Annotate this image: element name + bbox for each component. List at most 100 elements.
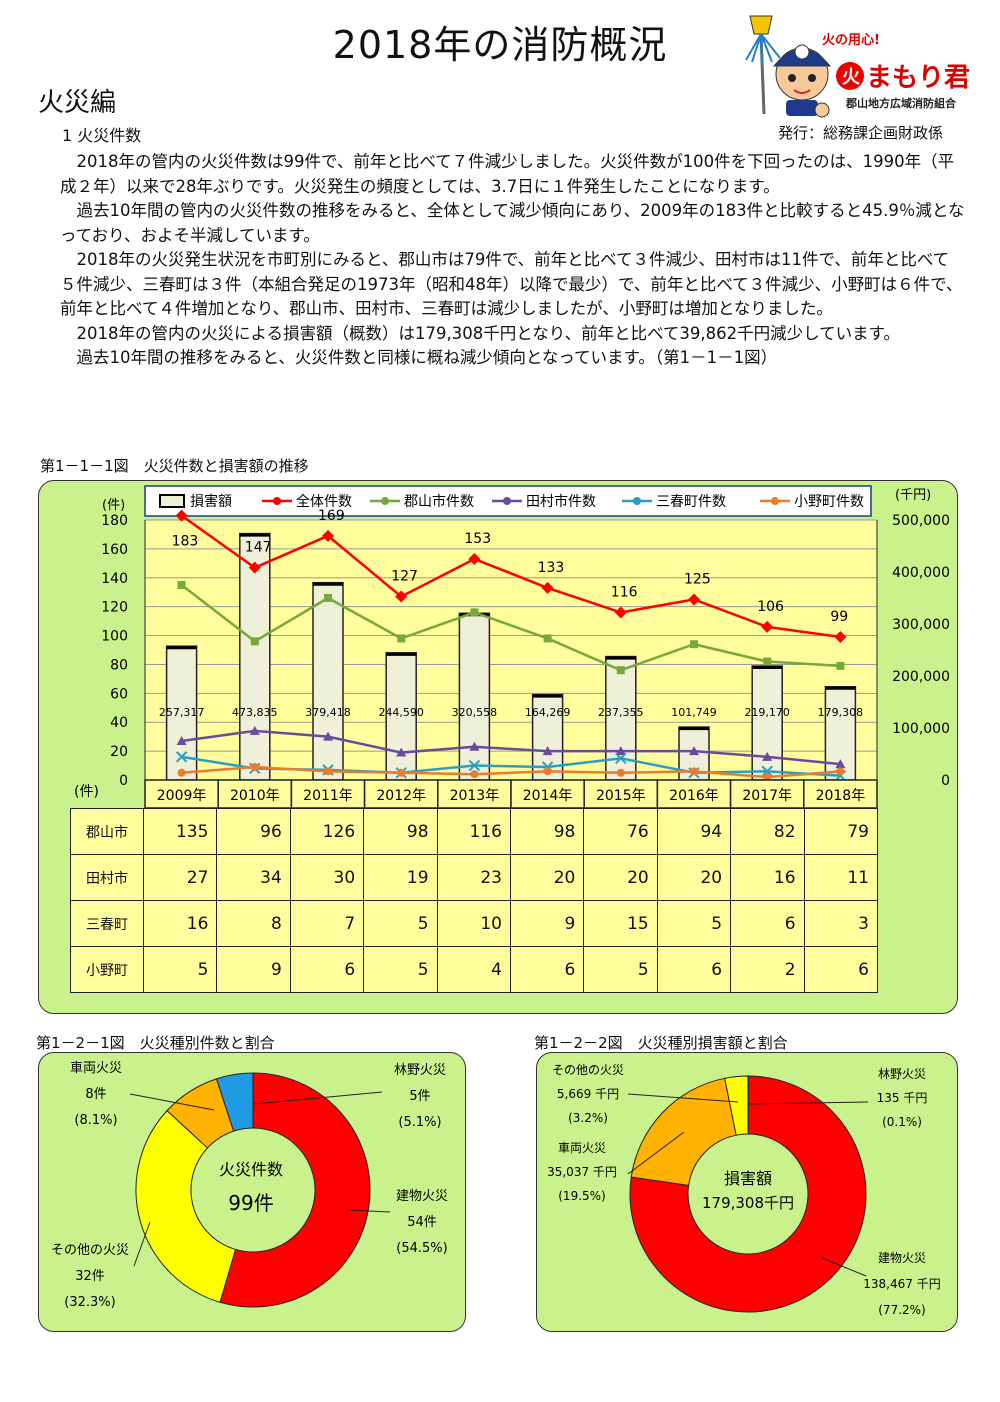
series-point [836, 661, 845, 670]
paragraph: 過去10年間の管内の火災件数の推移をみると、全体として減少傾向にあり、2009年… [60, 201, 965, 245]
series-point [616, 666, 625, 675]
total-data-label: 106 [757, 599, 784, 615]
paragraph: 2018年の管内の火災件数は99件で、前年と比べて７件減少しました。火災件数が1… [60, 152, 955, 196]
table-cell: 3 [803, 900, 879, 947]
total-data-label: 99 [830, 609, 848, 625]
legend-marker [503, 497, 511, 505]
table-cell: 15 [583, 900, 658, 947]
figure-1-caption: 第1－1－1図 火災件数と損害額の推移 [40, 457, 309, 475]
leader-line [627, 1131, 685, 1175]
figure-3-caption: 第1－2－2図 火災種別損害額と割合 [534, 1034, 788, 1052]
donut-center-value: 99件 [228, 1191, 273, 1215]
damage-bar-label: 320,558 [452, 706, 498, 719]
series-point [469, 741, 480, 751]
series-point [249, 725, 260, 735]
table-cell: 5 [583, 946, 658, 993]
series-line [180, 584, 841, 672]
table-cell: 19 [363, 854, 438, 901]
right-tick-label: 200,000 [892, 669, 950, 685]
right-axis-label: (千円) [895, 488, 931, 503]
table-cell: 20 [509, 854, 585, 901]
series-point [175, 751, 188, 763]
legend-label: 田村市件数 [526, 493, 596, 510]
total-data-label: 125 [684, 571, 711, 587]
x-tick-label: 2011年 [303, 788, 353, 804]
label-vehicle-count: 8件 [85, 1087, 106, 1102]
series-point [616, 768, 625, 777]
series-point [250, 637, 259, 646]
table-cell: 6 [509, 946, 585, 993]
series-point [322, 529, 334, 542]
x-tick-label: 2018年 [816, 788, 866, 804]
damage-bar [458, 612, 491, 781]
table-row-label: 小野町 [70, 946, 144, 993]
donut-slice [219, 1072, 371, 1308]
table-cell: 96 [216, 808, 291, 855]
label-vehicle-pct: (8.1%) [74, 1113, 117, 1128]
x-tick-label: 2015年 [596, 788, 646, 804]
series-point [541, 581, 554, 594]
label-forest-count: 5件 [409, 1089, 430, 1104]
table-cell: 27 [142, 854, 218, 901]
damage-bar-label: 164,269 [525, 706, 571, 719]
x-tick-label: 2009年 [157, 788, 207, 804]
series-point [688, 593, 700, 606]
left-tick-label: 180 [101, 513, 128, 529]
table-row-label: 田村市 [70, 854, 144, 901]
logo-tagline: 火の用心! [822, 33, 880, 48]
right-tick-label: 100,000 [892, 721, 950, 737]
series-point [762, 751, 773, 761]
section-heading: 火災編 [38, 88, 117, 118]
label-vehicle-amount: 35,037 千円 [547, 1165, 617, 1179]
table-cell: 82 [730, 808, 805, 855]
figure-2-caption: 第1－2－1図 火災種別件数と割合 [36, 1034, 275, 1052]
x-tick-label: 2012年 [376, 788, 426, 804]
total-data-label: 147 [245, 540, 272, 556]
label-forest-pct: (5.1%) [398, 1115, 441, 1130]
damage-bar-label: 101,749 [671, 706, 717, 719]
mascot-icon [745, 15, 832, 118]
series-point [176, 736, 187, 745]
label-vehicle: 車両火災 [70, 1061, 122, 1076]
left-axis-bottom-label: (件) [74, 784, 99, 800]
legend-label: 郡山市件数 [404, 493, 474, 510]
damage-bar-label: 473,835 [232, 706, 278, 719]
x-category-cell [803, 779, 878, 809]
series-point [177, 768, 186, 777]
series-point [175, 509, 188, 522]
table-row: 田村市 27 34 30 19 23 20 20 20 16 11 [70, 854, 879, 901]
leader-line [627, 1093, 739, 1103]
legend-marker [273, 497, 281, 505]
table-cell: 6 [656, 946, 732, 993]
series-point [763, 773, 772, 782]
series-point [761, 765, 773, 778]
right-tick-label: 400,000 [892, 565, 950, 581]
table-cell: 116 [436, 808, 511, 855]
table-cell: 126 [289, 808, 365, 855]
total-data-label: 153 [464, 531, 491, 547]
series-point [615, 746, 626, 756]
paragraph: 2018年の管内の火災による損害額（概数）は179,308千円となり、前年と比べ… [76, 323, 901, 343]
leader-line [253, 1091, 383, 1105]
label-other: その他の火災 [51, 1243, 129, 1258]
legend-label: 小野町件数 [794, 494, 864, 510]
table-row-label: 三春町 [70, 900, 144, 947]
series-point [690, 640, 698, 649]
table-cell: 6 [289, 946, 365, 993]
series-point [324, 767, 332, 776]
left-axis-label: (件) [102, 498, 125, 513]
x-tick-label: 2016年 [669, 788, 719, 804]
series-point [250, 763, 259, 771]
page-title: 2018年の消防概況 [332, 23, 668, 67]
damage-bar [385, 652, 417, 781]
series-point [763, 657, 772, 666]
series-line [181, 729, 841, 766]
series-point [177, 581, 186, 589]
series-point [470, 770, 479, 779]
subsection-heading: 1 火災件数 [62, 126, 142, 145]
table-cell: 8 [216, 900, 291, 947]
table-cell: 5 [656, 900, 732, 947]
series-point [468, 759, 481, 772]
donut-slice [629, 1075, 867, 1313]
legend-marker [381, 497, 389, 505]
